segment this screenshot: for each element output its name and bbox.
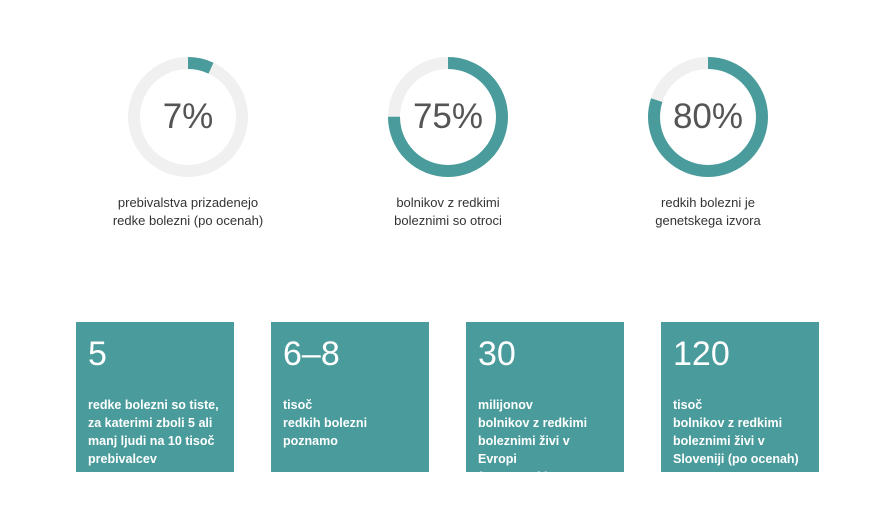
stat-block-3: 80% redkih bolezni je genetskega izvora	[588, 56, 828, 230]
progress-ring-1: 7%	[127, 56, 249, 178]
card-description: milijonov bolnikov z redkimi boleznimi ž…	[478, 398, 588, 484]
ring-progress	[648, 57, 768, 177]
ring-progress	[128, 57, 248, 177]
card-number: 5	[88, 335, 107, 373]
progress-ring-3: 80%	[647, 56, 769, 178]
percentage-value: 80%	[672, 97, 744, 136]
stat-block-2: 75% bolnikov z redkimi boleznimi so otro…	[328, 56, 568, 230]
card-number: 30	[478, 335, 516, 373]
stat-caption: redkih bolezni je genetskega izvora	[655, 195, 761, 228]
donut-chart-2	[388, 57, 508, 177]
info-card-4: 120 tisoč bolnikov z redkimi boleznimi ž…	[661, 322, 819, 472]
card-description: tisoč redkih bolezni poznamo	[283, 398, 368, 448]
donut-chart-3	[648, 57, 768, 177]
card-description: tisoč bolnikov z redkimi boleznimi živi …	[673, 398, 799, 466]
info-card-2: 6–8 tisoč redkih bolezni poznamo	[271, 322, 429, 472]
info-card-1: 5 redke bolezni so tiste, za katerimi zb…	[76, 322, 234, 472]
card-description: redke bolezni so tiste, za katerimi zbol…	[88, 398, 219, 466]
ring-progress	[388, 57, 508, 177]
card-number: 6–8	[283, 335, 340, 373]
percentage-value: 75%	[412, 97, 484, 136]
donut-chart-1	[128, 57, 248, 177]
stat-caption: prebivalstva prizadenejo redke bolezni (…	[112, 195, 264, 228]
info-card-3: 30 milijonov bolnikov z redkimi boleznim…	[466, 322, 624, 484]
percentage-value: 7%	[162, 97, 214, 136]
card-number: 120	[673, 335, 730, 373]
progress-ring-2: 75%	[387, 56, 509, 178]
stat-block-1: 7% prebivalstva prizadenejo redke bolezn…	[68, 56, 308, 230]
stat-caption: bolnikov z redkimi boleznimi so otroci	[394, 195, 502, 228]
